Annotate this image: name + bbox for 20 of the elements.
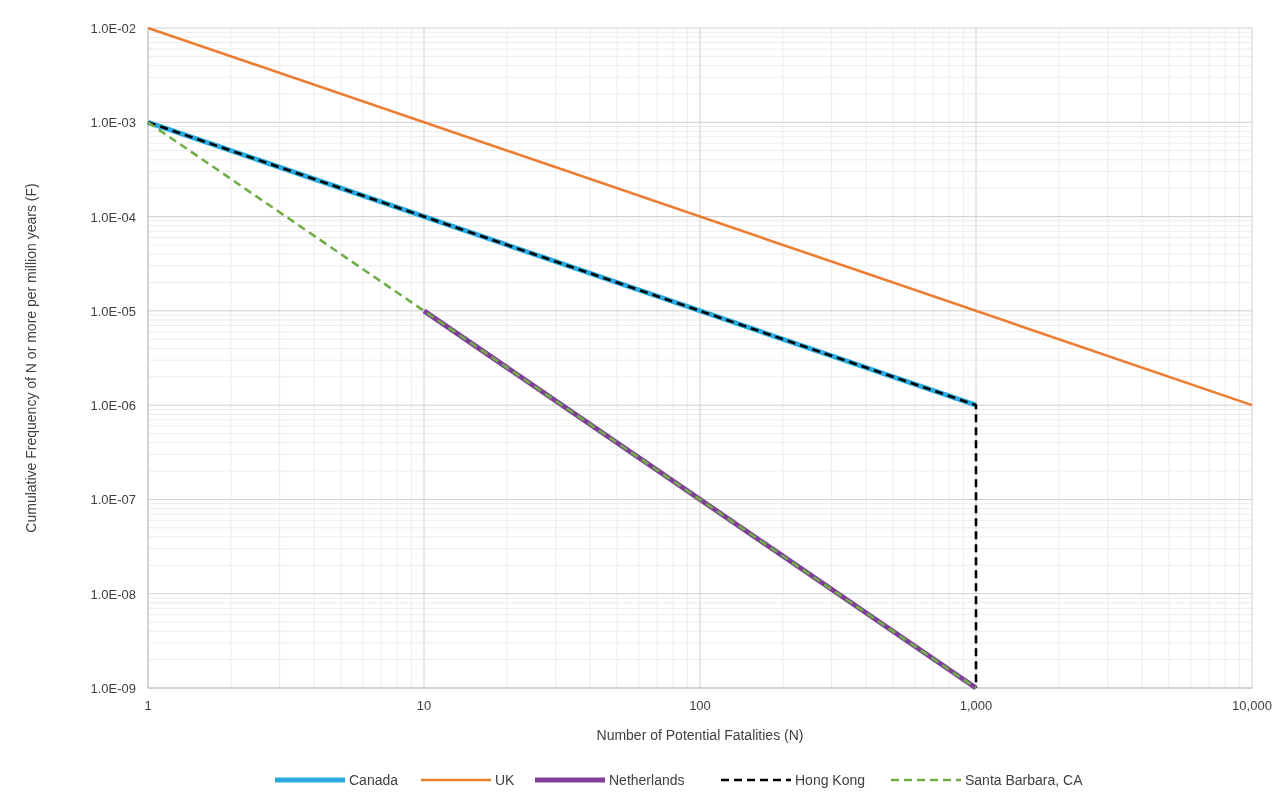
legend-label: UK <box>495 772 516 788</box>
y-tick-label: 1.0E-02 <box>90 21 136 36</box>
legend-label: Hong Kong <box>795 772 866 788</box>
x-tick-label: 10,000 <box>1232 698 1272 713</box>
y-tick-label: 1.0E-08 <box>90 586 136 602</box>
y-tick-label: 1.0E-07 <box>90 492 136 508</box>
y-tick-label: 1.0E-03 <box>90 115 136 131</box>
y-tick-label: 1.0E-04 <box>90 209 136 225</box>
legend-label: Canada <box>349 772 399 788</box>
x-tick-label: 1,000 <box>959 698 993 713</box>
x-tick-label: 1 <box>144 698 152 713</box>
legend-label: Santa Barbara, CA <box>965 772 1084 788</box>
y-tick-label: 1.0E-09 <box>90 681 136 696</box>
y-tick-label: 1.0E-06 <box>90 398 136 414</box>
x-tick-label: 10 <box>416 698 432 713</box>
x-axis-title: Number of Potential Fatalities (N) <box>596 727 804 743</box>
y-axis-title: Cumulative Frequency of N or more per million years (F) <box>23 183 39 533</box>
y-tick-label: 1.0E-05 <box>90 303 136 319</box>
legend-label: Netherlands <box>609 772 685 788</box>
x-tick-label: 100 <box>689 698 711 713</box>
